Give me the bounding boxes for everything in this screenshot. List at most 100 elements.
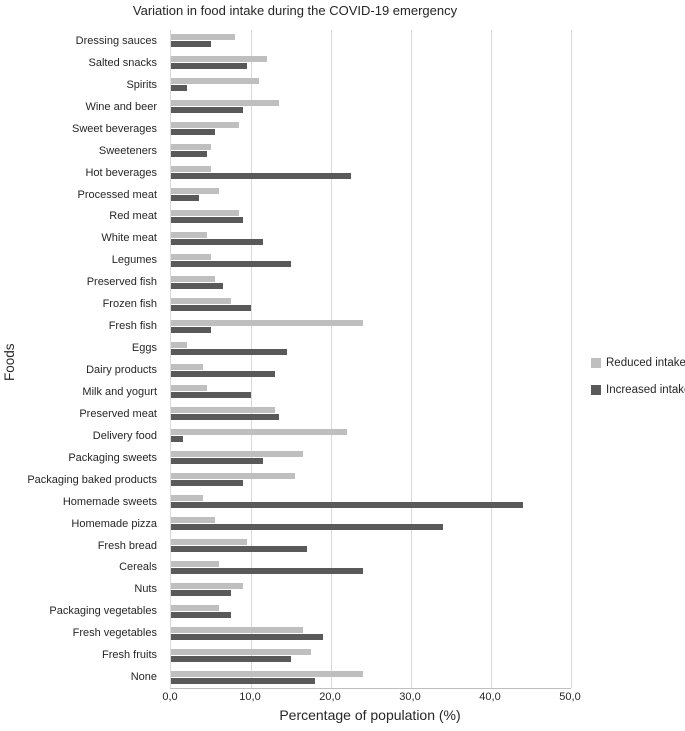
bar-increased-intake [171,107,243,114]
gridline [411,30,412,688]
bar-increased-intake [171,85,187,92]
bar-row [171,491,571,513]
category-label: Cereals [119,561,157,574]
legend: Reduced intake Increased intake [591,357,685,411]
bar-row [171,425,571,447]
bar-increased-intake [171,173,351,180]
bar-reduced-intake [171,560,219,567]
bar-increased-intake [171,392,251,399]
bar-row [171,469,571,491]
bar-row [171,118,571,140]
bar-increased-intake [171,436,183,443]
bar-reduced-intake [171,363,203,370]
bar-rows [171,30,571,688]
bar-increased-intake [171,524,443,531]
bar-reduced-intake [171,319,363,326]
x-tick-label: 10,0 [239,691,261,703]
bar-reduced-intake [171,253,211,260]
bar-row [171,535,571,557]
bar-reduced-intake [171,209,239,216]
x-tick-label: 50,0 [559,691,581,703]
bar-increased-intake [171,567,363,574]
bar-row [171,227,571,249]
category-label: Fresh vegetables [72,627,157,640]
bar-increased-intake [171,611,231,618]
bar-row [171,513,571,535]
legend-swatch-icon [591,385,601,395]
bar-row [171,622,571,644]
bar-increased-intake [171,370,275,377]
category-labels: Dressing sauces Salted snacks Spirits Wine … [0,30,163,688]
category-label: Milk and yogurt [82,385,157,398]
bar-reduced-intake [171,582,243,589]
bar-reduced-intake [171,231,207,238]
legend-label: Reduced intake [606,357,685,369]
category-label: Dairy products [86,364,157,377]
bar-increased-intake [171,282,223,289]
bar-increased-intake [171,129,215,136]
category-label: None [130,671,157,684]
legend-label: Increased intake [606,384,685,396]
bar-reduced-intake [171,495,203,502]
category-label: Hot beverages [85,166,157,179]
category-label: Packaging sweets [68,451,157,464]
bar-row [171,162,571,184]
bar-row [171,184,571,206]
category-label: Sweeteners [98,144,157,157]
category-label: White meat [101,232,157,245]
bar-row [171,271,571,293]
x-tick-label: 20,0 [319,691,341,703]
bar-reduced-intake [171,429,347,436]
category-label: Homemade pizza [71,517,157,530]
bar-row [171,140,571,162]
bar-reduced-intake [171,451,303,458]
bar-reduced-intake [171,517,215,524]
bar-reduced-intake [171,341,187,348]
gridline [571,30,572,688]
bar-reduced-intake [171,122,239,129]
bar-reduced-intake [171,144,211,151]
category-label: Legumes [111,254,157,267]
plot-area [170,30,572,689]
gridline [251,30,252,688]
category-label: Processed meat [77,188,157,201]
bar-increased-intake [171,195,199,202]
category-label: Fresh fruits [101,649,157,662]
bar-reduced-intake [171,604,219,611]
bar-reduced-intake [171,539,247,546]
gridline [491,30,492,688]
bar-row [171,293,571,315]
bar-reduced-intake [171,626,303,633]
bar-row [171,578,571,600]
category-label: Nuts [134,583,157,596]
bar-increased-intake [171,151,207,158]
bar-row [171,206,571,228]
bar-row [171,644,571,666]
category-label: Fresh fish [108,320,157,333]
bar-increased-intake [171,348,287,355]
bar-increased-intake [171,458,263,465]
bar-reduced-intake [171,473,295,480]
bar-increased-intake [171,63,247,70]
x-tick-label: 30,0 [399,691,421,703]
bar-reduced-intake [171,297,231,304]
bar-reduced-intake [171,407,275,414]
category-label: Salted snacks [88,56,157,69]
legend-item-increased-intake: Increased intake [591,384,685,396]
legend-swatch-icon [591,358,601,368]
bar-increased-intake [171,655,291,662]
category-label: Red meat [109,210,157,223]
bar-increased-intake [171,589,231,596]
bar-reduced-intake [171,670,363,677]
bar-reduced-intake [171,100,279,107]
category-label: Packaging baked products [27,473,157,486]
bar-increased-intake [171,304,251,311]
bar-reduced-intake [171,648,311,655]
bar-row [171,315,571,337]
category-label: Homemade sweets [62,495,157,508]
bar-increased-intake [171,502,523,509]
category-label: Delivery food [92,429,157,442]
bar-row [171,600,571,622]
category-label: Fresh bread [97,539,157,552]
